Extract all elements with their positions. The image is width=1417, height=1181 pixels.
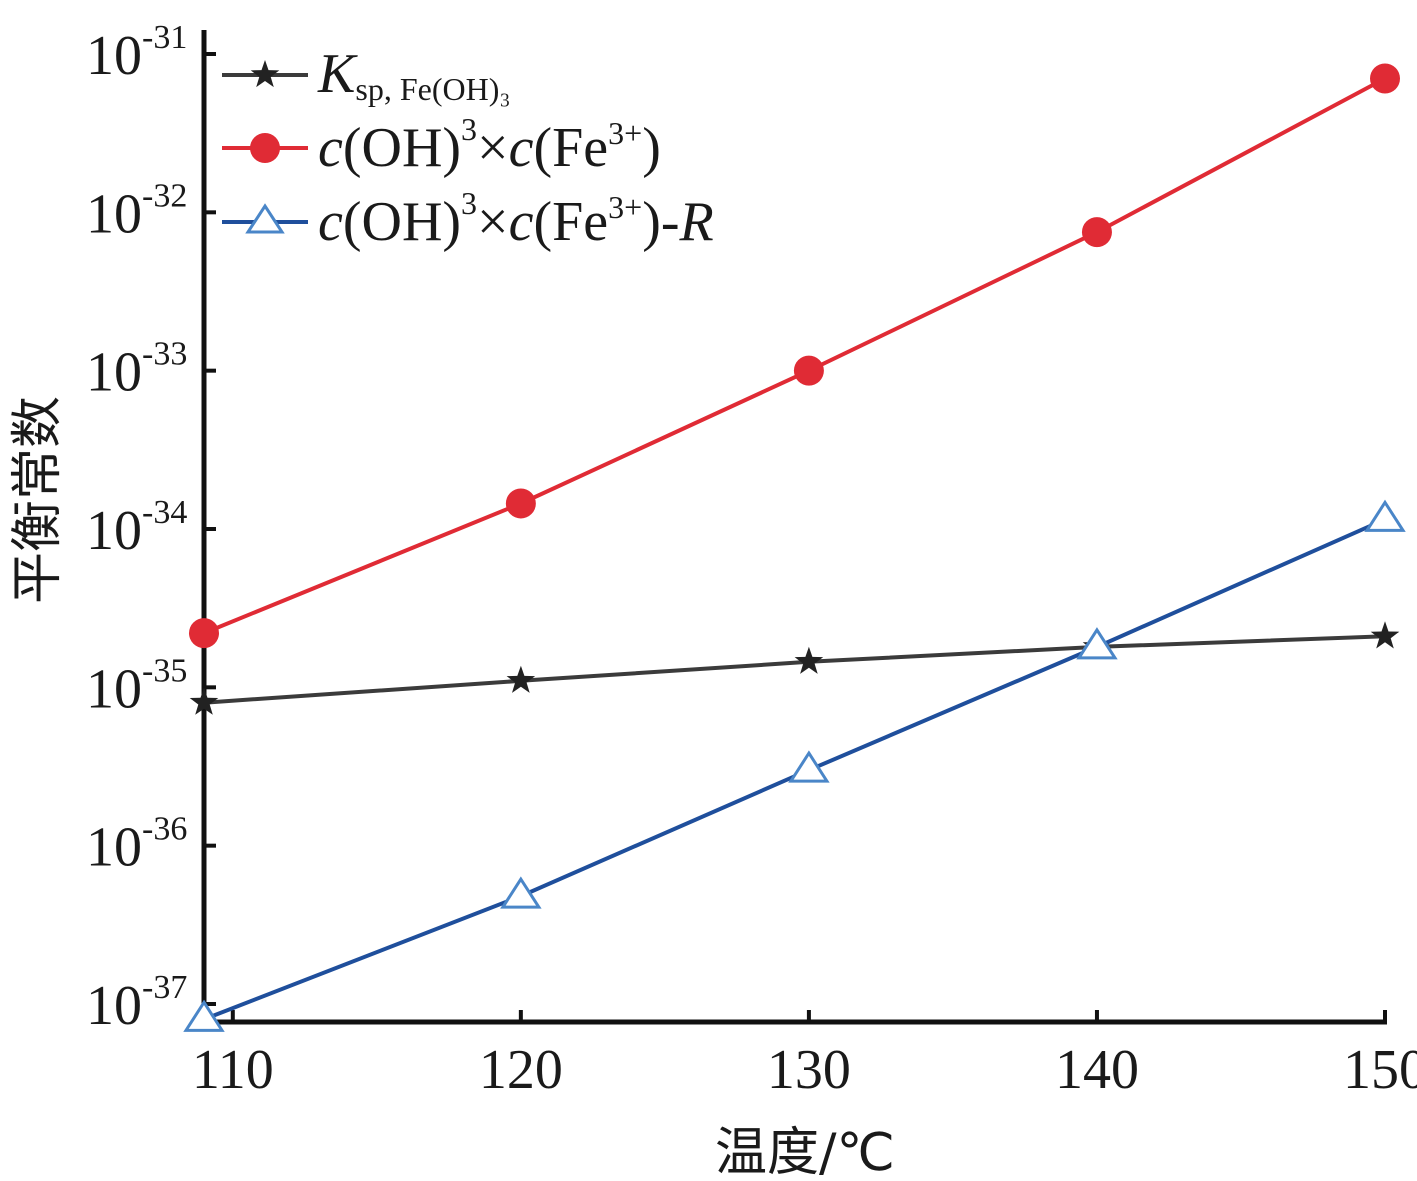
legend-label-ksp-sub: sp, Fe(OH)₃ <box>355 71 510 107</box>
legend-product-r-c1: c <box>318 191 343 253</box>
point-ksp-120 <box>506 665 536 693</box>
series-ksp <box>189 621 1400 715</box>
point-product-140 <box>1081 217 1112 248</box>
legend-product-c1: c <box>318 117 343 179</box>
legend-item-ksp: Ksp, Fe(OH)₃ <box>222 43 511 107</box>
series-product_r <box>183 499 1406 1032</box>
point-product_r-120 <box>500 876 542 909</box>
y-tick-label--31: 10-31 <box>86 19 187 87</box>
y-tick-label--36: 10-36 <box>86 811 187 879</box>
point-product-120 <box>505 488 536 519</box>
point-product_r-150 <box>1364 499 1406 532</box>
point-product_r-130 <box>788 750 830 783</box>
legend-marker-ksp <box>250 60 280 88</box>
legend-product-c2: c <box>509 117 534 179</box>
legend: Ksp, Fe(OH)₃ c(OH)3×c(Fe3+) c(OH)3×c(Fe3… <box>222 43 714 253</box>
legend-product-mid: × <box>477 117 509 179</box>
point-product_r-140 <box>1076 627 1118 660</box>
svg-text:c(OH)3×c(Fe3+)-R: c(OH)3×c(Fe3+)-R <box>318 185 714 253</box>
legend-item-product-r: c(OH)3×c(Fe3+)-R <box>222 185 714 253</box>
point-ksp-130 <box>794 646 824 674</box>
legend-product-r-p2: (Fe <box>534 191 609 253</box>
x-tick-label-120: 120 <box>479 1039 563 1101</box>
point-product-109 <box>189 618 219 649</box>
x-tick-label-110: 110 <box>192 1039 274 1101</box>
axes: 110 120 130 140 150 10-31 10-32 10-33 10-34 10-35… <box>86 19 1417 1101</box>
y-tick-label--37: 10-37 <box>86 969 187 1037</box>
y-tick-label--34: 10-34 <box>86 494 187 562</box>
svg-text:Ksp, Fe(OH)₃: Ksp, Fe(OH)₃ <box>317 43 511 107</box>
point-product-130 <box>793 355 824 386</box>
svg-text:c(OH)3×c(Fe3+): c(OH)3×c(Fe3+) <box>318 111 661 179</box>
series-layer <box>183 63 1406 1032</box>
legend-product-r-tail: R <box>679 191 714 253</box>
x-tick-label-130: 130 <box>767 1039 851 1101</box>
legend-product-r-sup1: 3 <box>461 185 477 221</box>
point-ksp-150 <box>1370 621 1400 649</box>
legend-product-r-mid: × <box>477 191 509 253</box>
legend-product-r-p3: )- <box>642 191 679 253</box>
series-product <box>189 63 1400 649</box>
legend-product-r-c2: c <box>509 191 534 253</box>
legend-item-product: c(OH)3×c(Fe3+) <box>222 111 661 179</box>
x-axis-title: 温度/℃ <box>715 1123 895 1181</box>
y-tick-label--32: 10-32 <box>86 177 187 245</box>
legend-product-p3: ) <box>642 117 661 179</box>
point-product_r-109 <box>183 999 225 1032</box>
y-tick-label--33: 10-33 <box>86 336 187 404</box>
series-line-ksp <box>203 634 1386 705</box>
series-line-product_r <box>203 517 1386 1022</box>
legend-product-sup2: 3+ <box>608 115 642 151</box>
legend-product-r-sup2: 3+ <box>608 189 642 225</box>
x-tick-label-140: 140 <box>1055 1039 1139 1101</box>
legend-label-ksp-main: K <box>317 43 358 105</box>
point-ksp-109 <box>189 687 219 715</box>
legend-product-p2: (Fe <box>534 117 609 179</box>
legend-product-r-p1: (OH) <box>343 191 461 253</box>
point-product-150 <box>1370 63 1400 94</box>
y-axis-title: 平衡常数 <box>8 396 68 604</box>
legend-product-p1: (OH) <box>343 117 461 179</box>
legend-product-sup1: 3 <box>461 111 477 147</box>
legend-marker-product-r <box>245 203 285 234</box>
legend-marker-product <box>250 133 280 163</box>
x-tick-label-150: 150 <box>1343 1039 1417 1101</box>
y-tick-label--35: 10-35 <box>86 652 187 720</box>
